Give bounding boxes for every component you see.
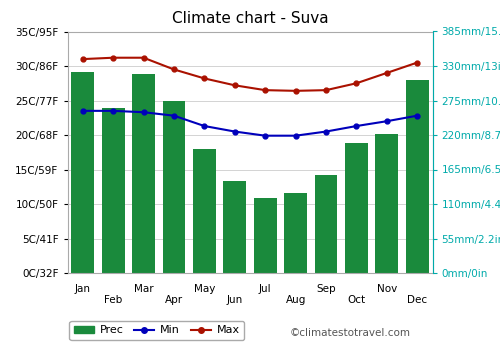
Text: Sep: Sep [316,284,336,294]
Text: Feb: Feb [104,295,122,305]
Text: Dec: Dec [407,295,428,305]
Bar [72,72,94,273]
Bar [102,108,124,273]
Bar [193,149,216,273]
Bar [132,74,155,273]
Text: Aug: Aug [286,295,306,305]
Text: Jun: Jun [226,295,243,305]
Bar [314,175,338,273]
Bar [345,142,368,273]
Text: Mar: Mar [134,284,154,294]
Text: Jul: Jul [259,284,272,294]
Bar [224,181,246,273]
Bar [162,100,186,273]
Bar [376,134,398,273]
Text: Oct: Oct [348,295,366,305]
Text: Apr: Apr [165,295,183,305]
Text: May: May [194,284,215,294]
Text: ©climatestotravel.com: ©climatestotravel.com [290,328,411,338]
Text: Jan: Jan [74,284,90,294]
Bar [406,80,428,273]
Bar [284,193,307,273]
Title: Climate chart - Suva: Climate chart - Suva [172,11,328,26]
Bar [254,198,276,273]
Text: Nov: Nov [377,284,397,294]
Legend: Prec, Min, Max: Prec, Min, Max [70,321,244,340]
